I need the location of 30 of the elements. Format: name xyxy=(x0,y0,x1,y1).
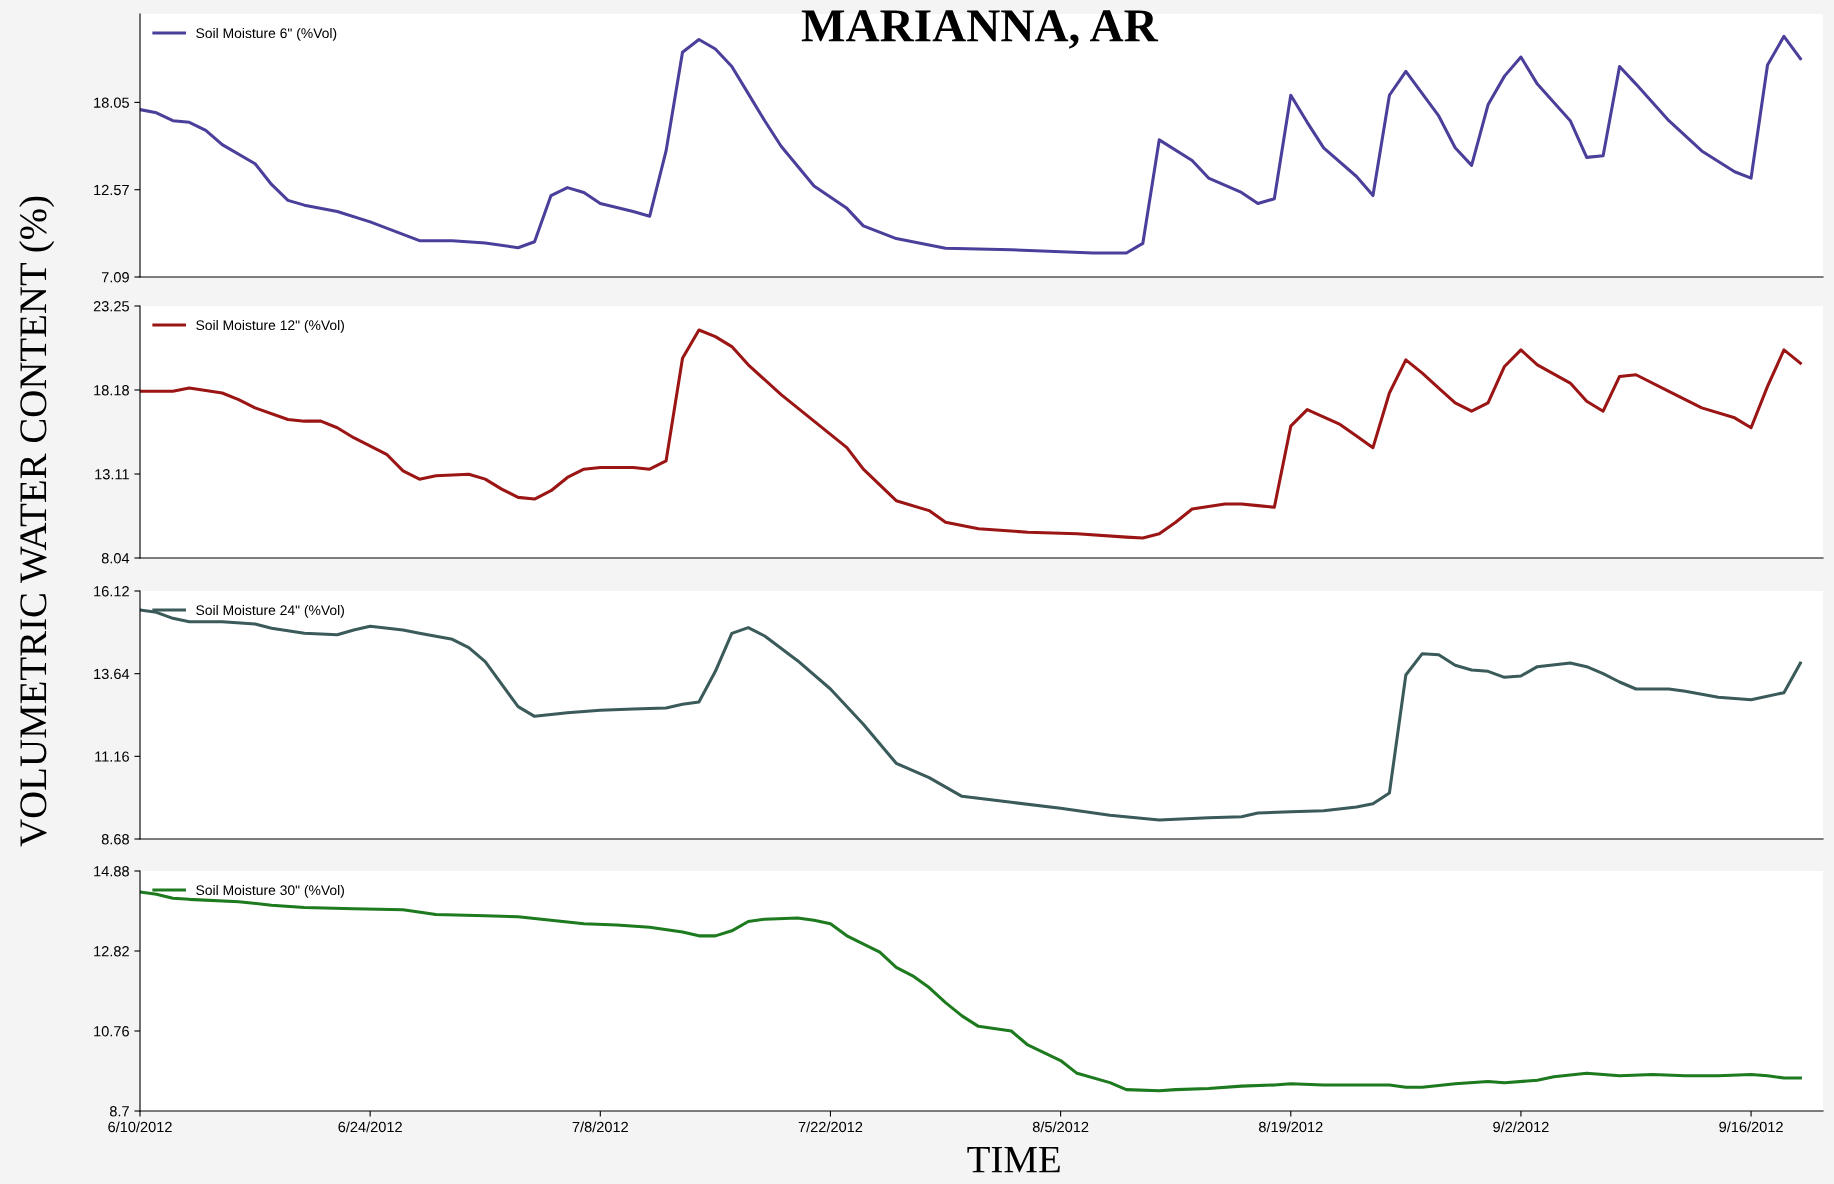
y-tick-label: 7.09 xyxy=(101,272,129,283)
x-tick-label: 9/16/2012 xyxy=(1719,1121,1783,1133)
y-axis-title: VOLUMETRIC WATER CONTENT (%) xyxy=(19,196,55,847)
y-tick-label: 18.05 xyxy=(94,97,129,108)
y-tick-label: 11.16 xyxy=(95,751,129,762)
x-tick-label: 7/22/2012 xyxy=(798,1121,863,1133)
legend-label: Soil Moisture 30" (%Vol) xyxy=(196,884,344,898)
y-tick-label: 23.25 xyxy=(93,301,129,312)
y-tick-label: 13.64 xyxy=(94,668,130,680)
y-tick-label: 14.88 xyxy=(94,866,129,877)
x-tick-label: 6/10/2012 xyxy=(108,1121,172,1133)
y-tick-label: 12.82 xyxy=(94,946,129,957)
y-tick-label: 16.12 xyxy=(94,586,129,597)
y-tick-label: 18.18 xyxy=(94,385,129,396)
y-tick-label: 8.7 xyxy=(109,1106,129,1117)
x-tick-label: 6/24/2012 xyxy=(338,1121,402,1133)
y-tick-label: 8.04 xyxy=(101,553,130,564)
y-tick-label: 8.68 xyxy=(101,834,129,845)
x-tick-label: 8/5/2012 xyxy=(1032,1121,1089,1133)
y-tick-label: 12.57 xyxy=(94,184,129,196)
y-tick-label: 10.76 xyxy=(94,1026,129,1037)
chart-title: MARIANNA, AR xyxy=(801,10,1159,49)
x-tick-label: 8/19/2012 xyxy=(1258,1121,1323,1133)
y-tick-label: 13.11 xyxy=(95,469,129,480)
legend-label: Soil Moisture 24" (%Vol) xyxy=(196,604,344,618)
legend-label: Soil Moisture 6" (%Vol) xyxy=(196,27,337,41)
x-tick-label: 7/8/2012 xyxy=(572,1121,628,1133)
x-tick-label: 9/2/2012 xyxy=(1493,1121,1549,1133)
x-axis-title: TIME xyxy=(967,1146,1060,1173)
legend-label: Soil Moisture 12" (%Vol) xyxy=(196,319,344,333)
